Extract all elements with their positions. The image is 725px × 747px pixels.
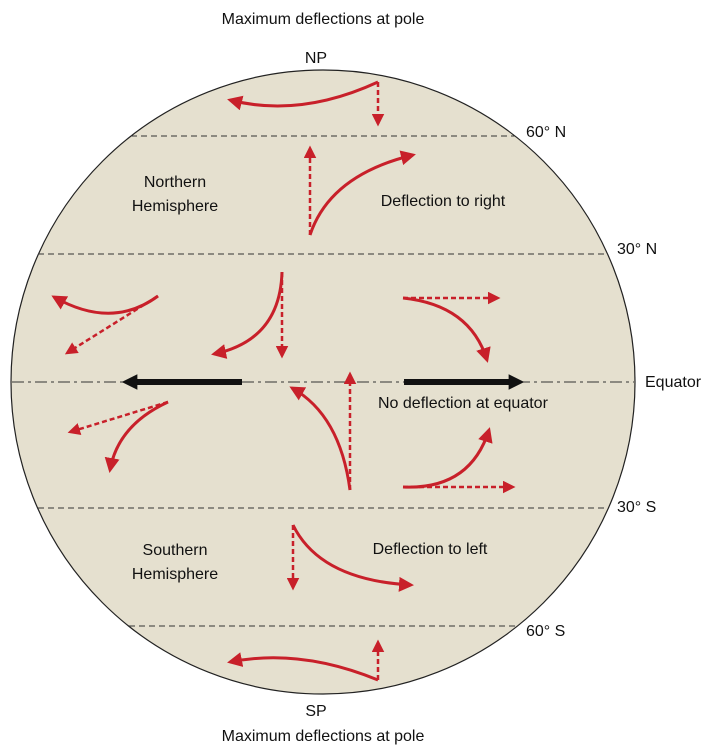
arrow <box>104 400 169 473</box>
pole-label: SP <box>305 703 326 720</box>
region-label: Northern <box>144 174 206 191</box>
lat-label: 30° N <box>617 241 657 258</box>
note: Deflection to left <box>373 541 488 558</box>
arrow <box>64 294 159 355</box>
arrow <box>402 296 491 363</box>
lat-label: 30° S <box>617 499 656 516</box>
caption: Maximum deflections at pole <box>222 11 425 28</box>
caption: Maximum deflections at pole <box>222 728 425 745</box>
pole-label: NP <box>305 50 327 67</box>
region-label: Hemisphere <box>132 566 218 583</box>
region-label: Southern <box>143 542 208 559</box>
arrow <box>227 652 379 682</box>
arrows <box>51 80 525 682</box>
arrow <box>402 427 493 489</box>
arrow <box>308 150 416 236</box>
lat-label: 60° N <box>526 124 566 141</box>
lat-label: Equator <box>645 374 702 391</box>
arrow <box>227 80 379 111</box>
note: Deflection to right <box>381 193 506 210</box>
arrow <box>211 271 284 359</box>
region-label: Hemisphere <box>132 198 218 215</box>
note: No deflection at equator <box>378 395 549 412</box>
arrow <box>289 386 352 491</box>
arrow <box>291 524 414 592</box>
arrow <box>67 400 169 436</box>
lat-label: 60° S <box>526 623 565 640</box>
